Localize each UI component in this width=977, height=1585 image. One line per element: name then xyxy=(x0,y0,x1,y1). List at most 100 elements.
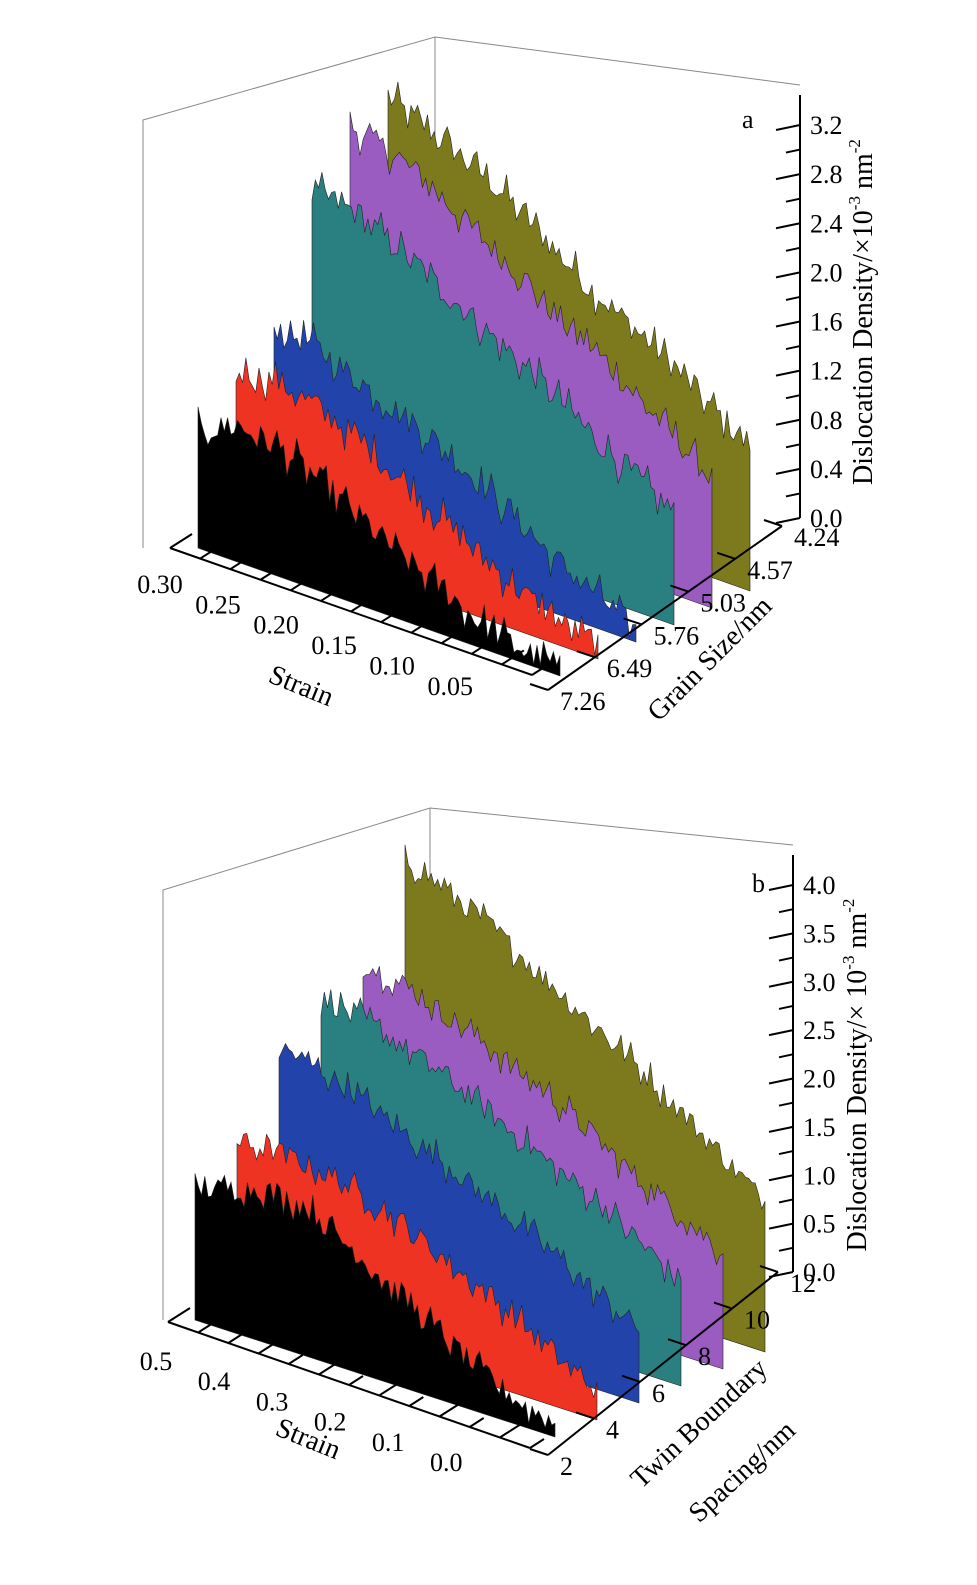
density-tick xyxy=(785,295,801,301)
strain-tick xyxy=(227,1333,243,1344)
depth-tick xyxy=(716,551,736,560)
depth-tick xyxy=(621,1374,641,1383)
density-tick xyxy=(785,148,801,154)
depth-tick-label: 6.49 xyxy=(607,654,653,683)
depth-tick-label: 4.57 xyxy=(747,556,793,585)
strain-tick xyxy=(348,1375,364,1386)
density-tick xyxy=(778,956,794,962)
strain-tick xyxy=(197,1317,221,1334)
density-tick-label: 2.8 xyxy=(810,160,843,189)
density-tick xyxy=(768,1222,794,1230)
strain-tick xyxy=(290,580,306,592)
density-tick xyxy=(775,124,801,131)
density-title-unit-exp: -2 xyxy=(839,899,858,913)
depth-tick-label: 7.26 xyxy=(560,687,606,716)
density-tick-label: 0.8 xyxy=(810,406,843,435)
density-tick-label: 2.0 xyxy=(803,1065,836,1094)
density-tick xyxy=(768,1077,794,1085)
density-title-unit: nm xyxy=(848,153,879,196)
density-tick-label: 4.0 xyxy=(803,871,836,900)
depth-tick xyxy=(575,1411,595,1420)
depth-tick-label: 4 xyxy=(606,1415,619,1444)
series-area-4 xyxy=(236,1133,598,1421)
density-tick xyxy=(775,271,801,279)
strain-tick-label: 0.15 xyxy=(311,631,357,660)
density-tick-label: 1.5 xyxy=(803,1113,836,1142)
strain-tick-label: 0.05 xyxy=(427,672,473,701)
density-tick xyxy=(778,1101,794,1107)
density-tick xyxy=(785,246,801,252)
density-tick-label: 1.2 xyxy=(810,357,843,386)
density-tick-label: 3.5 xyxy=(803,919,836,948)
density-tick xyxy=(775,173,801,181)
strain-tick-label: 0.3 xyxy=(256,1387,289,1416)
strain-tick xyxy=(288,1354,304,1365)
depth-tick xyxy=(529,1448,549,1456)
density-tick-label: 2.0 xyxy=(810,258,843,287)
depth-tick-label: 4.24 xyxy=(794,523,840,552)
density-tick xyxy=(778,1053,794,1059)
density-tick-label: 1.6 xyxy=(810,308,843,337)
strain-tick xyxy=(438,1401,463,1418)
series-area-5-76 xyxy=(273,320,637,643)
strain-tick xyxy=(501,649,525,666)
depth-tick xyxy=(670,584,689,593)
strain-tick-label: 0.1 xyxy=(372,1428,405,1457)
strain-tick xyxy=(408,1396,424,1407)
density-tick xyxy=(778,1150,794,1156)
strain-tick-label: 0.5 xyxy=(140,1347,173,1376)
depth-tick xyxy=(759,1265,779,1273)
density-tick xyxy=(778,1004,794,1010)
strain-tick xyxy=(499,1422,523,1439)
density-tick xyxy=(778,1198,794,1204)
series-area-6-49 xyxy=(235,357,599,660)
series-area-7-26 xyxy=(197,406,561,677)
depth-tick-label: 8 xyxy=(698,1342,711,1371)
density-tick xyxy=(768,1271,794,1278)
density-title-exp: -3 xyxy=(845,196,864,210)
strain-tick-label: 0.2 xyxy=(314,1408,347,1437)
density-tick xyxy=(768,1174,794,1182)
strain-tick-label: 0.10 xyxy=(369,651,415,680)
density-tick xyxy=(775,517,801,524)
density-axis-title: Dislocation Density/×10-3 nm-2 xyxy=(845,139,879,485)
density-tick-label: 0.5 xyxy=(803,1210,836,1239)
density-tick xyxy=(785,443,801,449)
density-title-main: Dislocation Density/×10 xyxy=(848,210,879,485)
density-tick xyxy=(775,418,801,426)
depth-tick-label: 5.03 xyxy=(700,589,746,618)
density-tick-label: 2.5 xyxy=(803,1016,836,1045)
strain-tick xyxy=(471,643,487,655)
strain-tick xyxy=(318,1359,342,1376)
strain-tick xyxy=(167,1307,191,1323)
density-tick xyxy=(768,1125,794,1133)
strain-tick-label: 0.30 xyxy=(137,570,183,599)
density-tick xyxy=(775,369,801,377)
density-axis-title: Dislocation Density/× 10-3 nm-2 xyxy=(839,899,873,1252)
density-tick xyxy=(785,394,801,400)
density-tick xyxy=(778,908,794,914)
density-tick-label: 2.4 xyxy=(810,209,843,238)
strain-tick xyxy=(378,1380,402,1397)
depth-tick-label: 6 xyxy=(652,1379,665,1408)
density-tick-label: 1.0 xyxy=(803,1161,836,1190)
density-tick-label: 0.4 xyxy=(810,455,843,484)
strain-tick xyxy=(469,1417,485,1428)
density-tick xyxy=(768,980,794,988)
depth-tick xyxy=(667,1338,687,1347)
strain-tick xyxy=(440,628,465,645)
strain-tick xyxy=(320,586,344,602)
strain-tick xyxy=(259,564,284,581)
density-tick xyxy=(785,492,801,498)
depth-tick xyxy=(713,1301,733,1310)
density-tick xyxy=(768,932,794,940)
strain-tick xyxy=(380,607,404,623)
strain-tick xyxy=(531,665,547,676)
density-tick-label: 3.2 xyxy=(810,111,843,140)
strain-tick-label: 0.0 xyxy=(430,1448,463,1477)
strain-tick xyxy=(350,601,366,613)
density-tick-label: 0.0 xyxy=(803,1258,836,1287)
density-tick xyxy=(785,197,801,203)
